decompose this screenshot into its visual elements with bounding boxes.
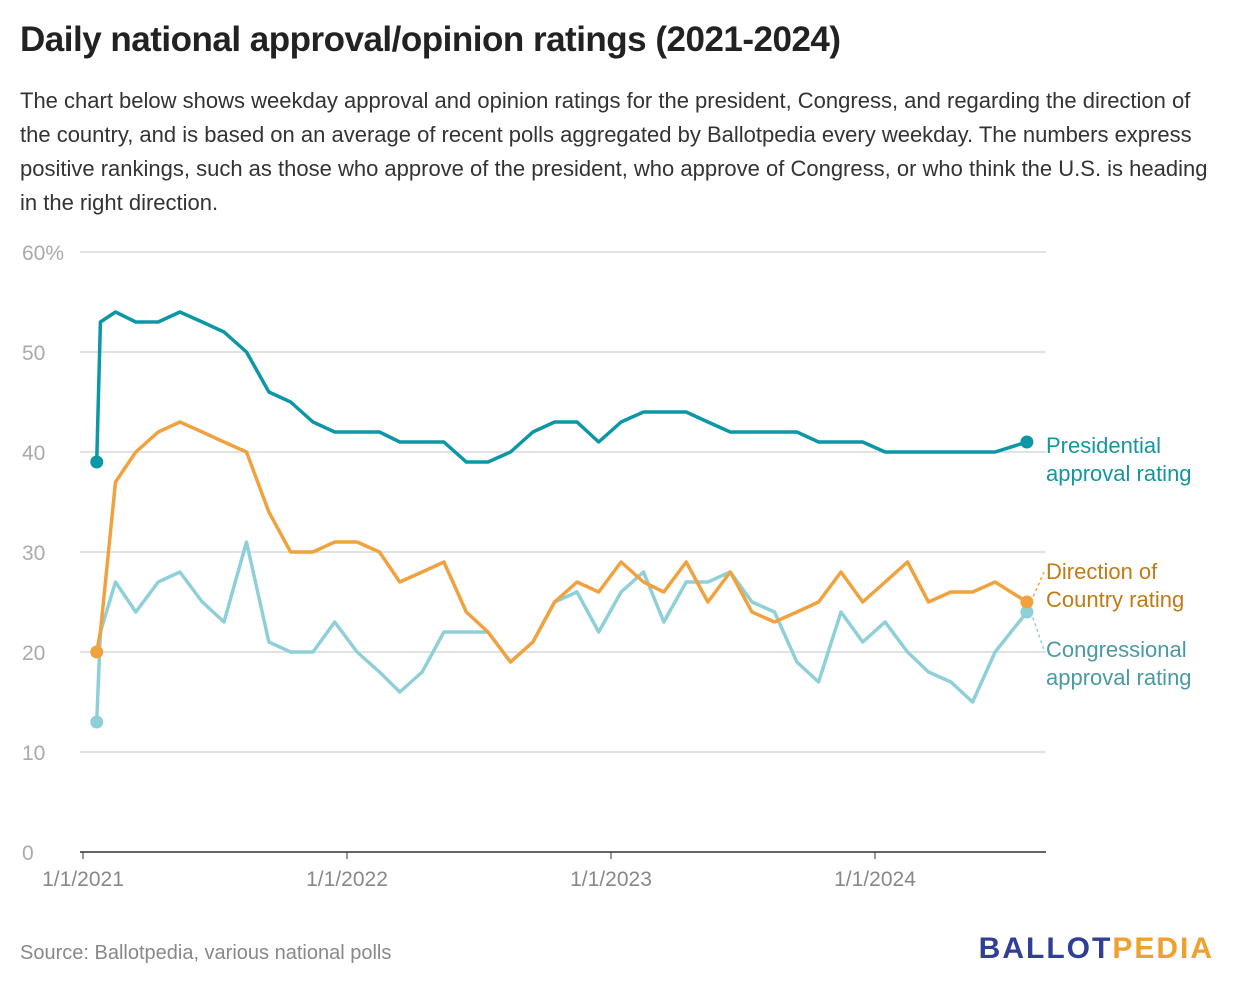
series-line-1 [94, 420, 1028, 664]
chart-subtitle: The chart below shows weekday approval a… [20, 88, 1208, 215]
label-presidential: Presidential approval rating [1046, 433, 1192, 486]
label-leader-1 [1030, 571, 1045, 603]
end-point-0 [1020, 435, 1034, 449]
chart-title: Daily national approval/opinion ratings … [20, 20, 841, 59]
x-tick-label: 1/1/2022 [306, 868, 388, 891]
x-axis-ticks: 1/1/2021 1/1/2022 1/1/2023 1/1/2024 [42, 852, 916, 891]
source-note: Source: Ballotpedia, various national po… [20, 942, 392, 964]
label-leader-2 [1030, 611, 1045, 651]
end-point-2 [1020, 605, 1034, 619]
y-tick-label: 60% [22, 242, 64, 265]
ballotpedia-logo: BALLOTPEDIA [978, 932, 1214, 965]
label-direction: Direction of Country rating [1046, 559, 1185, 612]
y-tick-label: 40 [22, 442, 45, 465]
y-axis-ticks: 0 10 20 30 40 50 60% [22, 242, 64, 865]
start-point-0 [90, 455, 104, 469]
y-tick-label: 50 [22, 342, 45, 365]
series-lines [90, 310, 1045, 729]
x-tick-label: 1/1/2023 [570, 868, 652, 891]
series-line-0 [94, 310, 1028, 464]
end-point-1 [1020, 595, 1034, 609]
y-tick-label: 0 [22, 842, 34, 865]
y-tick-label: 20 [22, 642, 45, 665]
start-point-2 [90, 715, 104, 729]
x-tick-label: 1/1/2024 [834, 868, 916, 891]
x-tick-label: 1/1/2021 [42, 868, 124, 891]
series-line-2 [94, 540, 1029, 723]
label-congressional: Congressional approval rating [1046, 637, 1192, 690]
y-tick-label: 10 [22, 742, 45, 765]
start-point-1 [90, 645, 104, 659]
gridlines [80, 251, 1046, 853]
y-tick-label: 30 [22, 542, 45, 565]
